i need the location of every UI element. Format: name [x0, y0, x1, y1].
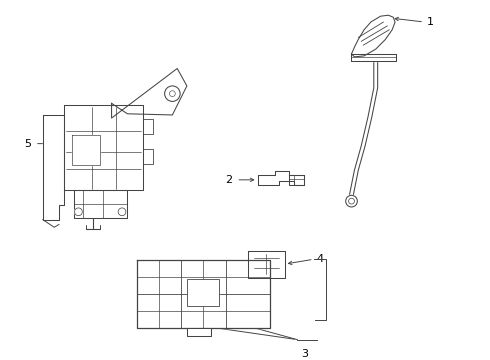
Polygon shape	[43, 115, 64, 220]
Circle shape	[170, 91, 175, 96]
Bar	[187, 279, 220, 306]
Text: 2: 2	[225, 175, 232, 185]
Polygon shape	[351, 15, 395, 57]
Polygon shape	[74, 190, 127, 217]
Text: 4: 4	[317, 254, 324, 264]
Polygon shape	[248, 251, 285, 278]
Polygon shape	[289, 175, 304, 185]
Circle shape	[346, 195, 357, 207]
Bar	[187, 328, 211, 336]
Polygon shape	[112, 68, 187, 118]
Polygon shape	[64, 105, 143, 190]
Circle shape	[348, 198, 354, 204]
Text: 5: 5	[24, 139, 31, 149]
Circle shape	[74, 208, 82, 216]
Circle shape	[118, 208, 126, 216]
Text: 3: 3	[301, 349, 308, 359]
Circle shape	[165, 86, 180, 102]
Polygon shape	[258, 171, 304, 185]
Text: 1: 1	[427, 17, 434, 27]
Polygon shape	[72, 135, 99, 165]
Polygon shape	[350, 54, 396, 61]
Polygon shape	[137, 260, 270, 328]
